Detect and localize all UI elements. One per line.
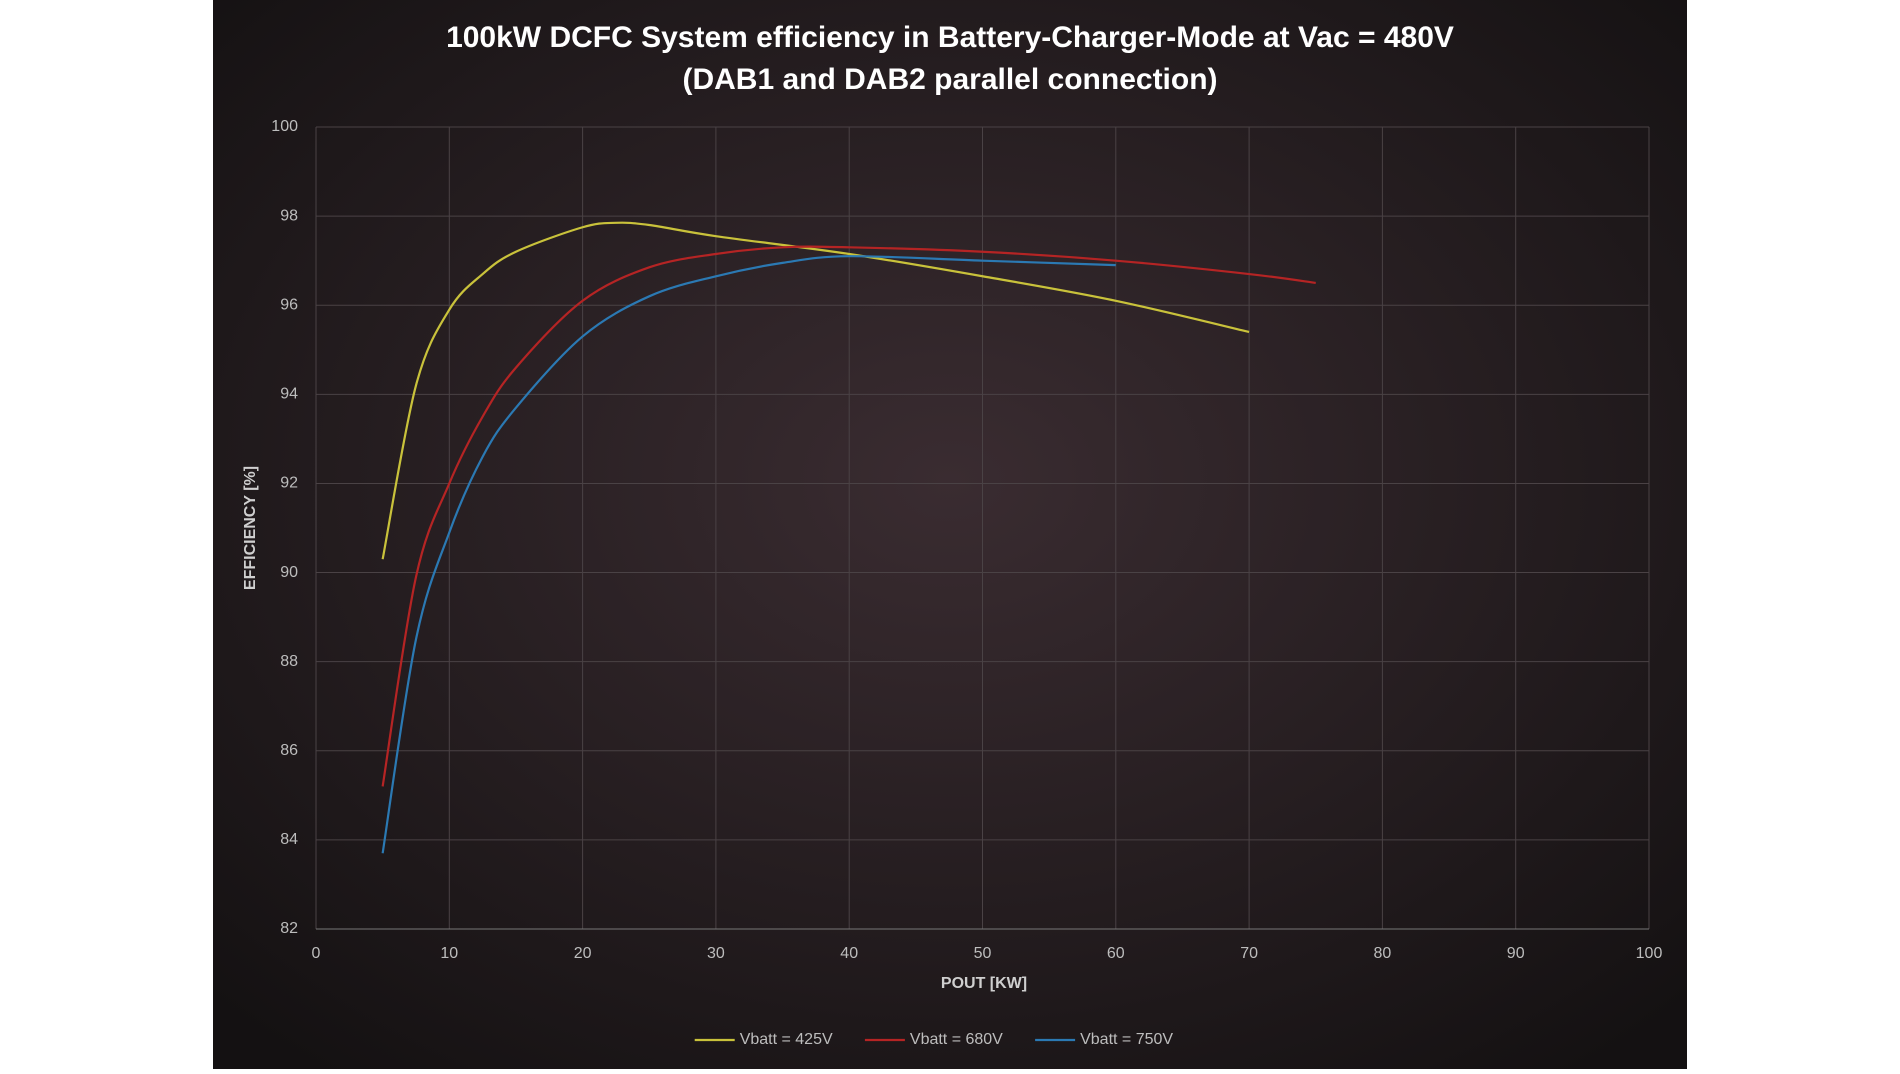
legend-label: Vbatt = 680V <box>910 1031 1003 1048</box>
line-series <box>381 255 1116 854</box>
y-tick-label: 92 <box>280 475 298 492</box>
x-tick-label: 80 <box>1374 945 1392 962</box>
y-axis-label: EFFICIENCY [%] <box>242 466 259 590</box>
line-series <box>381 221 1250 560</box>
legend-label: Vbatt = 425V <box>740 1031 833 1048</box>
x-tick-label: 50 <box>974 945 992 962</box>
y-tick-label: 84 <box>280 831 298 848</box>
y-tick-label: 82 <box>280 920 298 937</box>
legend-label: Vbatt = 750V <box>1080 1031 1173 1048</box>
y-tick-label: 100 <box>271 118 298 135</box>
x-tick-label: 0 <box>312 945 321 962</box>
y-tick-label: 98 <box>280 207 298 224</box>
x-tick-label: 20 <box>574 945 592 962</box>
x-tick-label: 10 <box>440 945 458 962</box>
chart-title: 100kW DCFC System efficiency in Battery-… <box>446 21 1454 54</box>
chart-subtitle: (DAB1 and DAB2 parallel connection) <box>682 63 1217 96</box>
y-tick-label: 96 <box>280 296 298 313</box>
x-tick-label: 70 <box>1240 945 1258 962</box>
x-tick-label: 100 <box>1636 945 1663 962</box>
y-tick-label: 88 <box>280 653 298 670</box>
chart-background <box>213 0 1687 1069</box>
x-tick-label: 30 <box>707 945 725 962</box>
x-axis-label: POUT [KW] <box>941 975 1027 992</box>
y-tick-label: 90 <box>280 564 298 581</box>
y-tick-label: 86 <box>280 742 298 759</box>
line-series <box>381 245 1316 787</box>
y-tick-label: 94 <box>280 386 298 403</box>
x-tick-label: 40 <box>840 945 858 962</box>
x-tick-label: 60 <box>1107 945 1125 962</box>
x-tick-label: 90 <box>1507 945 1525 962</box>
